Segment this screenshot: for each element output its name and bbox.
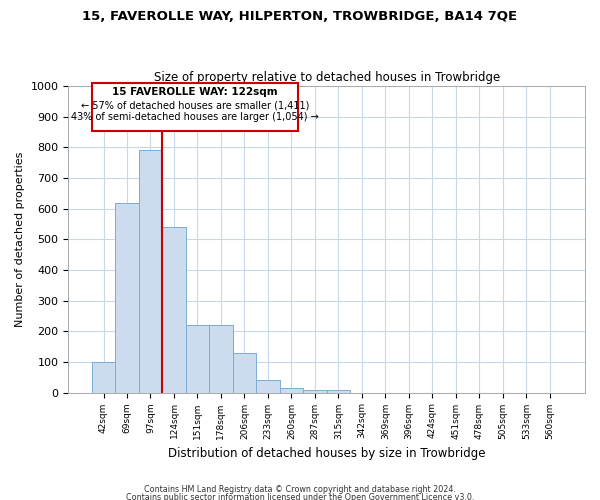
Bar [280,388,303,392]
Bar [303,390,326,392]
X-axis label: Distribution of detached houses by size in Trowbridge: Distribution of detached houses by size … [168,447,485,460]
Bar [209,325,233,392]
Text: 43% of semi-detached houses are larger (1,054) →: 43% of semi-detached houses are larger (… [71,112,319,122]
Bar [186,325,209,392]
Bar [162,227,186,392]
Bar [92,362,115,392]
Text: 15, FAVEROLLE WAY, HILPERTON, TROWBRIDGE, BA14 7QE: 15, FAVEROLLE WAY, HILPERTON, TROWBRIDGE… [82,10,518,23]
Bar [256,380,280,392]
FancyBboxPatch shape [92,83,298,130]
Bar [139,150,162,392]
Text: 15 FAVEROLLE WAY: 122sqm: 15 FAVEROLLE WAY: 122sqm [112,86,278,97]
Y-axis label: Number of detached properties: Number of detached properties [15,152,25,327]
Text: Contains public sector information licensed under the Open Government Licence v3: Contains public sector information licen… [126,492,474,500]
Title: Size of property relative to detached houses in Trowbridge: Size of property relative to detached ho… [154,70,500,84]
Bar [233,352,256,393]
Text: ← 57% of detached houses are smaller (1,411): ← 57% of detached houses are smaller (1,… [81,100,309,110]
Text: Contains HM Land Registry data © Crown copyright and database right 2024.: Contains HM Land Registry data © Crown c… [144,486,456,494]
Bar [326,390,350,392]
Bar [115,202,139,392]
